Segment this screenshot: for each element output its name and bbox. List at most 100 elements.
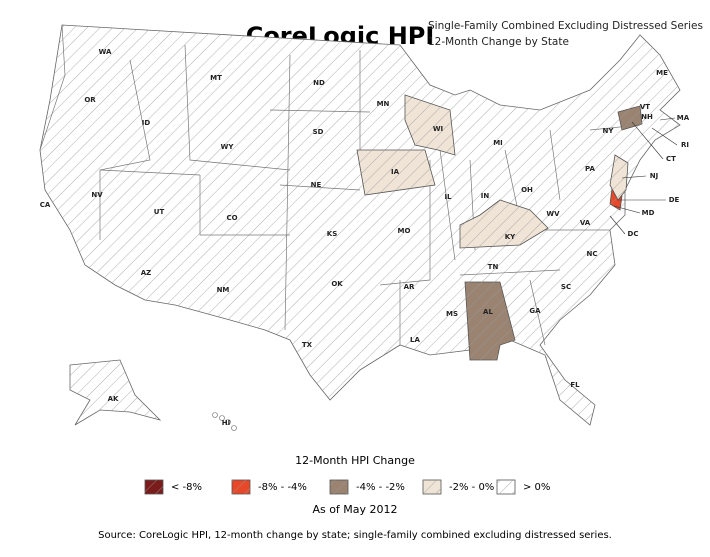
hawaii-island bbox=[212, 412, 218, 418]
state-hatch bbox=[357, 150, 435, 195]
legend-swatch-hatch bbox=[497, 480, 515, 494]
state-hatch bbox=[610, 155, 628, 200]
state-border bbox=[459, 269, 561, 276]
state-label: HI bbox=[222, 419, 230, 427]
legend: < -8% -8% - -4% -4% - -2% -2% - 0% > 0% bbox=[144, 479, 550, 495]
legend-swatch-hatch bbox=[423, 480, 441, 494]
state-label: NJ bbox=[650, 172, 658, 180]
state-label: NE bbox=[311, 181, 322, 189]
state-label: MT bbox=[210, 74, 222, 82]
legend-title: 12-Month HPI Change bbox=[295, 454, 415, 467]
date: As of May 2012 bbox=[312, 503, 397, 516]
state-label: WY bbox=[221, 143, 235, 151]
state-label: KY bbox=[505, 233, 516, 241]
legend-label: -4% - -2% bbox=[356, 482, 405, 493]
state-hatch bbox=[610, 188, 622, 210]
state-border bbox=[199, 175, 290, 236]
state-label: VT bbox=[640, 103, 650, 111]
state-label: NY bbox=[603, 127, 615, 135]
land-hatch bbox=[70, 360, 160, 425]
state-label: MD bbox=[642, 209, 655, 217]
state-label: OR bbox=[84, 96, 96, 104]
state-label: MN bbox=[377, 100, 390, 108]
state-border bbox=[439, 149, 456, 261]
subtitle: 12-Month Change by State bbox=[428, 36, 569, 48]
legend-swatch-hatch bbox=[145, 480, 163, 494]
state-border bbox=[379, 160, 431, 286]
state-label: MS bbox=[446, 310, 458, 318]
legend-label: < -8% bbox=[171, 482, 202, 493]
state-label: OH bbox=[521, 186, 533, 194]
state-hatch bbox=[460, 200, 548, 248]
state-label: VA bbox=[580, 219, 591, 227]
state-label: AL bbox=[483, 308, 493, 316]
state-border bbox=[284, 54, 291, 331]
state-label: AK bbox=[108, 395, 119, 403]
state-label: NH bbox=[641, 113, 653, 121]
state-border bbox=[99, 169, 201, 176]
map: DE AL CT WI IA KY NJ WA OR CA NV ID MT WY UT AZ NM CO ND SD… bbox=[39, 24, 690, 431]
leader-line bbox=[613, 205, 641, 214]
state-border bbox=[39, 24, 66, 151]
state-label: SC bbox=[561, 283, 571, 291]
state-hatch bbox=[465, 282, 515, 360]
hawaii-island bbox=[231, 425, 237, 431]
state-label: ME bbox=[656, 69, 668, 77]
state-label: CT bbox=[666, 155, 676, 163]
leader-line bbox=[631, 121, 664, 160]
state-border bbox=[99, 59, 151, 240]
state-label: MA bbox=[677, 114, 690, 122]
state-label: FL bbox=[570, 381, 580, 389]
state-hatch bbox=[405, 95, 455, 155]
state-label: WA bbox=[99, 48, 112, 56]
legend-label: > 0% bbox=[523, 482, 550, 493]
leader-line bbox=[609, 215, 626, 235]
legend-swatch-hatch bbox=[232, 480, 250, 494]
state-label: IN bbox=[481, 192, 490, 200]
legend-label: -8% - -4% bbox=[258, 482, 307, 493]
state-label: WV bbox=[546, 210, 560, 218]
state-label: AR bbox=[404, 283, 415, 291]
state-label: WI bbox=[433, 125, 443, 133]
state-label: UT bbox=[154, 208, 165, 216]
state-label: NV bbox=[91, 191, 103, 199]
state-label: MO bbox=[398, 227, 411, 235]
state-label: LA bbox=[410, 336, 420, 344]
state-hatch bbox=[618, 106, 642, 130]
leader-line bbox=[659, 117, 676, 121]
leader-line bbox=[621, 175, 647, 179]
state-label: NM bbox=[217, 286, 230, 294]
state-label: SD bbox=[313, 128, 324, 136]
subtitle: Single-Family Combined Excluding Distres… bbox=[428, 20, 703, 32]
legend-swatch-hatch bbox=[330, 480, 348, 494]
state-label: TX bbox=[302, 341, 313, 349]
state-label: PA bbox=[585, 165, 595, 173]
state-border bbox=[269, 109, 371, 113]
state-label: RI bbox=[681, 141, 689, 149]
source: Source: CoreLogic HPI, 12-month change b… bbox=[98, 530, 612, 541]
leader-line bbox=[651, 127, 678, 146]
state-label: IA bbox=[391, 168, 400, 176]
state-border bbox=[184, 44, 291, 171]
state-label: KS bbox=[327, 230, 337, 238]
state-border bbox=[549, 129, 561, 201]
land-hatch bbox=[40, 25, 680, 425]
hawaii-island bbox=[225, 419, 231, 425]
state-label: CA bbox=[40, 201, 51, 209]
hawaii-island bbox=[219, 415, 225, 421]
state-label: OK bbox=[331, 280, 343, 288]
state-label: CO bbox=[226, 214, 237, 222]
state-border bbox=[529, 279, 546, 346]
state-label: ID bbox=[142, 119, 151, 127]
state-label: DC bbox=[628, 230, 639, 238]
state-border bbox=[279, 184, 361, 191]
state-label: AZ bbox=[141, 269, 152, 277]
state-label: NC bbox=[587, 250, 598, 258]
state-label: IL bbox=[444, 193, 452, 201]
state-label: TN bbox=[488, 263, 499, 271]
state-label: GA bbox=[529, 307, 541, 315]
legend-label: -2% - 0% bbox=[449, 482, 494, 493]
state-label: MI bbox=[493, 139, 503, 147]
state-label: ND bbox=[313, 79, 325, 87]
